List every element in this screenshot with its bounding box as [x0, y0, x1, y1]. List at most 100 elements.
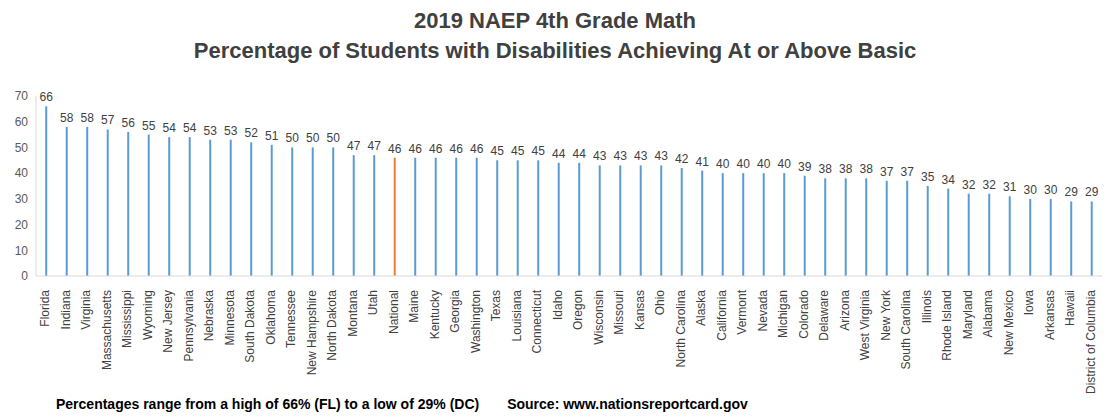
- svg-text:Montana: Montana: [346, 290, 360, 337]
- svg-text:53: 53: [204, 124, 218, 138]
- svg-text:New Mexico: New Mexico: [1002, 290, 1016, 356]
- svg-text:46: 46: [450, 142, 464, 156]
- svg-text:Minnesota: Minnesota: [223, 290, 237, 346]
- svg-text:46: 46: [409, 142, 423, 156]
- svg-text:60: 60: [15, 115, 29, 129]
- svg-text:54: 54: [163, 121, 177, 135]
- svg-text:0: 0: [21, 269, 28, 283]
- svg-text:43: 43: [593, 149, 607, 163]
- svg-text:Massachusetts: Massachusetts: [100, 290, 114, 370]
- svg-text:32: 32: [983, 178, 997, 192]
- svg-text:32: 32: [962, 178, 976, 192]
- svg-text:Colorado: Colorado: [797, 290, 811, 339]
- svg-text:Connecticut: Connecticut: [530, 289, 544, 353]
- svg-text:55: 55: [142, 119, 156, 133]
- svg-text:Kentucky: Kentucky: [428, 290, 442, 339]
- svg-text:Louisiana: Louisiana: [510, 290, 524, 342]
- svg-text:45: 45: [532, 144, 546, 158]
- svg-text:46: 46: [429, 142, 443, 156]
- svg-text:58: 58: [81, 111, 95, 125]
- svg-text:New Jersey: New Jersey: [161, 290, 175, 353]
- svg-text:Missouri: Missouri: [612, 290, 626, 335]
- svg-text:Rhode Island: Rhode Island: [940, 290, 954, 361]
- svg-text:50: 50: [327, 131, 341, 145]
- svg-text:West Virginia: West Virginia: [858, 290, 872, 361]
- svg-text:44: 44: [552, 147, 566, 161]
- svg-text:Idaho: Idaho: [551, 290, 565, 320]
- svg-text:37: 37: [901, 165, 915, 179]
- svg-text:Utah: Utah: [366, 290, 380, 315]
- svg-text:50: 50: [15, 141, 29, 155]
- svg-text:Florida: Florida: [38, 290, 52, 327]
- svg-text:Hawaii: Hawaii: [1063, 290, 1077, 326]
- svg-text:40: 40: [757, 157, 771, 171]
- svg-text:Oklahoma: Oklahoma: [264, 290, 278, 345]
- svg-text:Georgia: Georgia: [448, 290, 462, 333]
- svg-text:66: 66: [40, 90, 54, 104]
- svg-text:38: 38: [819, 162, 833, 176]
- svg-text:Arizona: Arizona: [838, 290, 852, 331]
- svg-text:29: 29: [1065, 185, 1079, 199]
- svg-text:Texas: Texas: [489, 290, 503, 321]
- svg-text:31: 31: [1003, 180, 1017, 194]
- svg-text:46: 46: [470, 142, 484, 156]
- svg-text:53: 53: [224, 124, 238, 138]
- svg-text:New York: New York: [879, 289, 893, 341]
- svg-text:Maryland: Maryland: [961, 290, 975, 339]
- svg-text:Oregon: Oregon: [571, 290, 585, 330]
- svg-text:57: 57: [101, 113, 115, 127]
- svg-text:50: 50: [286, 131, 300, 145]
- svg-text:Delaware: Delaware: [817, 290, 831, 341]
- svg-text:Nevada: Nevada: [756, 290, 770, 332]
- svg-text:47: 47: [347, 139, 361, 153]
- svg-text:Nebraska: Nebraska: [202, 290, 216, 342]
- svg-text:10: 10: [15, 244, 29, 258]
- svg-text:Iowa: Iowa: [1022, 290, 1036, 316]
- svg-text:Kansas: Kansas: [633, 290, 647, 330]
- svg-text:Virginia: Virginia: [79, 290, 93, 330]
- svg-text:47: 47: [368, 139, 382, 153]
- svg-text:Ohio: Ohio: [653, 290, 667, 316]
- svg-text:30: 30: [1024, 183, 1038, 197]
- svg-text:29: 29: [1085, 185, 1099, 199]
- svg-text:North Carolina: North Carolina: [674, 290, 688, 368]
- svg-text:39: 39: [798, 160, 812, 174]
- svg-text:New Hampshire: New Hampshire: [305, 290, 319, 376]
- svg-text:South Carolina: South Carolina: [899, 290, 913, 370]
- svg-text:70: 70: [15, 89, 29, 103]
- svg-text:38: 38: [860, 162, 874, 176]
- svg-text:35: 35: [921, 170, 935, 184]
- svg-text:South Dakota: South Dakota: [243, 290, 257, 363]
- svg-text:Michigan: Michigan: [776, 290, 790, 338]
- svg-text:Vermont: Vermont: [735, 289, 749, 334]
- svg-text:50: 50: [306, 131, 320, 145]
- svg-text:Wyoming: Wyoming: [141, 290, 155, 340]
- svg-text:40: 40: [737, 157, 751, 171]
- svg-text:Maine: Maine: [407, 290, 421, 323]
- svg-text:37: 37: [880, 165, 894, 179]
- svg-text:Alabama: Alabama: [981, 290, 995, 338]
- svg-text:43: 43: [655, 149, 669, 163]
- svg-text:Pennsylvania: Pennsylvania: [182, 290, 196, 362]
- svg-text:Illinois: Illinois: [920, 290, 934, 323]
- svg-text:North Dakota: North Dakota: [325, 290, 339, 361]
- svg-text:30: 30: [1044, 183, 1058, 197]
- svg-text:Arkansas: Arkansas: [1043, 290, 1057, 340]
- svg-text:Alaska: Alaska: [694, 290, 708, 326]
- svg-text:40: 40: [15, 166, 29, 180]
- svg-text:43: 43: [634, 149, 648, 163]
- svg-text:54: 54: [183, 121, 197, 135]
- svg-text:45: 45: [491, 144, 505, 158]
- svg-text:30: 30: [15, 192, 29, 206]
- svg-text:41: 41: [696, 155, 710, 169]
- svg-text:46: 46: [388, 142, 402, 156]
- svg-text:40: 40: [778, 157, 792, 171]
- svg-text:Wisconsin: Wisconsin: [592, 290, 606, 345]
- svg-text:42: 42: [675, 152, 689, 166]
- svg-text:43: 43: [614, 149, 628, 163]
- svg-text:56: 56: [122, 116, 136, 130]
- svg-text:National: National: [387, 290, 401, 334]
- svg-text:District of Columbia: District of Columbia: [1084, 290, 1098, 394]
- svg-text:51: 51: [265, 129, 279, 143]
- svg-text:40: 40: [716, 157, 730, 171]
